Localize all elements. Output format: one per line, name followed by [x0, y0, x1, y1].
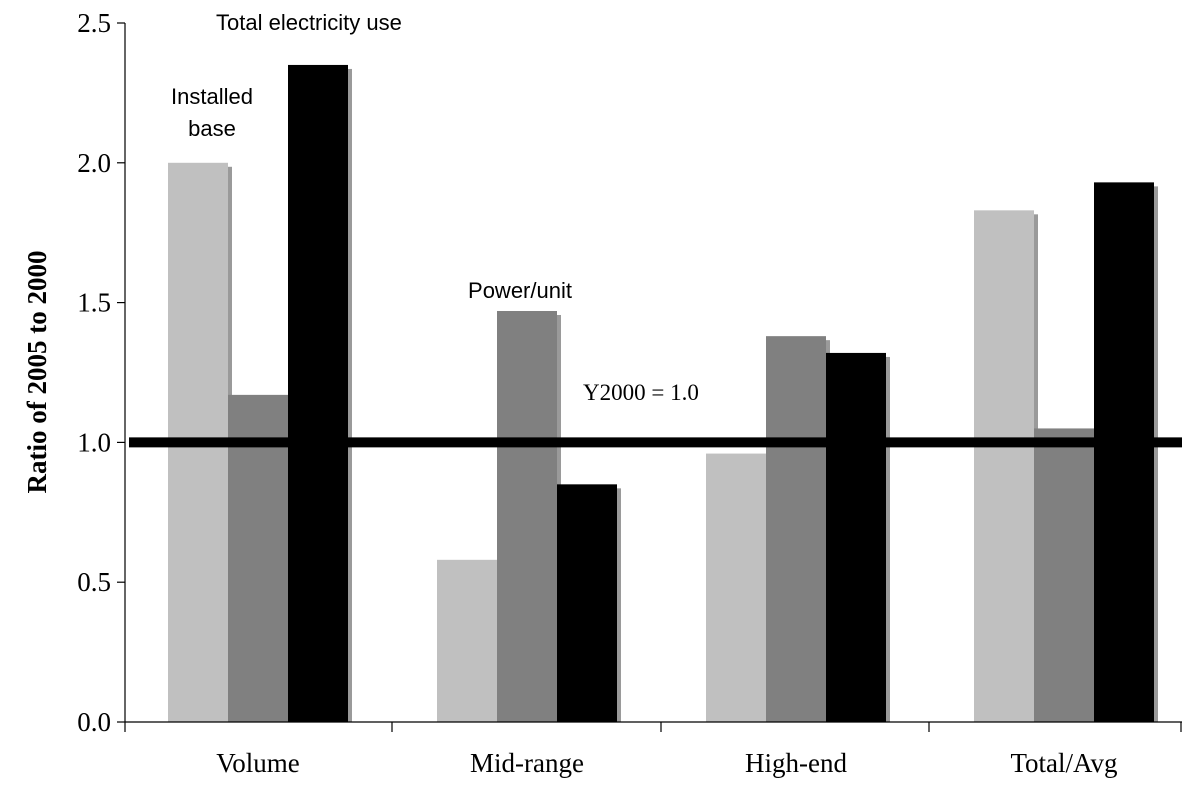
- bar-installed-total-avg: [974, 210, 1034, 722]
- annotation-total-electricity-use: Total electricity use: [216, 10, 402, 35]
- y-tick-label: 2.5: [77, 8, 111, 38]
- bar-installed-high-end: [706, 453, 766, 722]
- y-tick-label: 0.5: [77, 567, 111, 597]
- y-tick-label: 1.0: [77, 427, 111, 457]
- y-axis-label: Ratio of 2005 to 2000: [22, 251, 52, 494]
- reference-line-label: Y2000 = 1.0: [583, 380, 699, 405]
- bar-power-total-avg: [1034, 428, 1094, 722]
- bar-power-mid-range: [497, 310, 557, 722]
- bar-total-mid-range: [557, 484, 617, 722]
- bar-total-total-avg: [1094, 182, 1154, 722]
- x-tick-label-high-end: High-end: [745, 748, 847, 778]
- bar-total-volume: [288, 64, 348, 722]
- bars-layer: [168, 64, 1158, 723]
- x-ticks: Volume Mid-range High-end Total/Avg: [124, 722, 1182, 778]
- annotation-installed-base-line1: Installed: [171, 84, 253, 109]
- y-tick-label: 1.5: [77, 288, 111, 318]
- bar-power-volume: [228, 394, 288, 722]
- bar-power-high-end: [766, 336, 826, 722]
- x-tick-label-volume: Volume: [216, 748, 300, 778]
- annotation-power-unit: Power/unit: [468, 278, 572, 303]
- bar-total-high-end: [826, 352, 886, 722]
- bar-installed-mid-range: [437, 559, 497, 722]
- y-tick-label: 0.0: [77, 707, 111, 737]
- y-ticks: 0.0 0.5 1.0 1.5 2.0 2.5: [77, 8, 125, 737]
- x-tick-label-total-avg: Total/Avg: [1010, 748, 1117, 778]
- x-tick-label-mid-range: Mid-range: [470, 748, 584, 778]
- y-tick-label: 2.0: [77, 148, 111, 178]
- axes-layer: [124, 23, 1182, 723]
- annotation-installed-base-line2: base: [188, 116, 236, 141]
